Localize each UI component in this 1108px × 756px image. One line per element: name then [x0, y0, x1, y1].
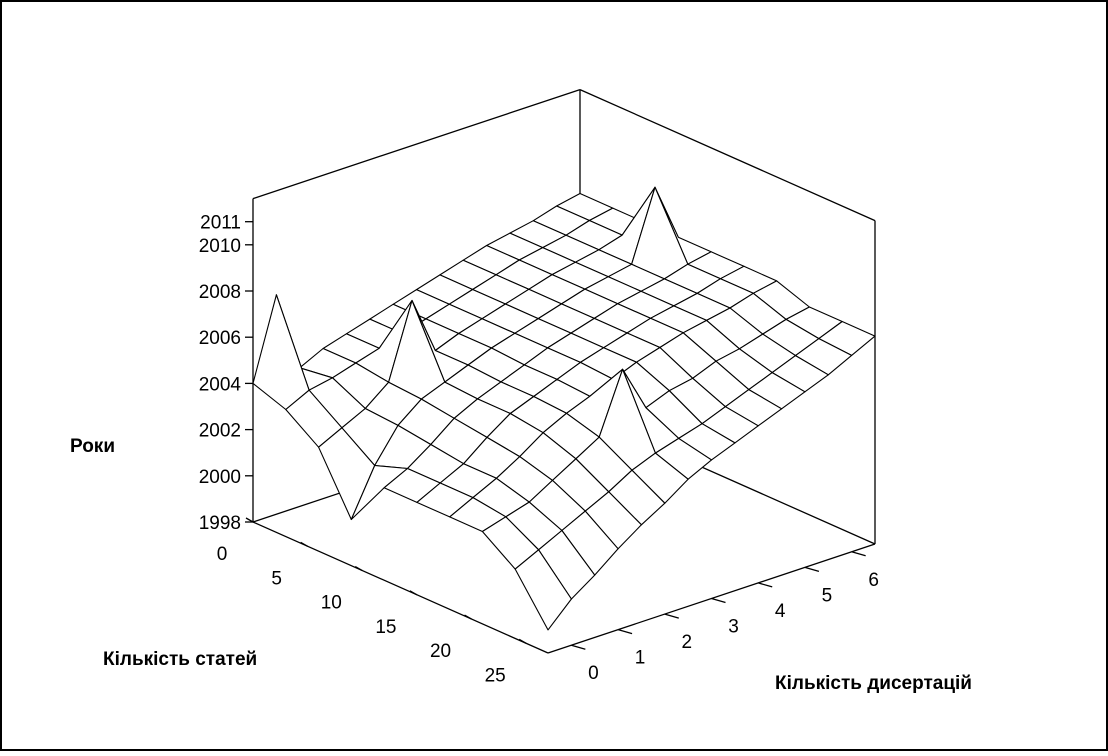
left-wall-top-edge: [252, 88, 581, 200]
x-tick-label: 15: [375, 617, 396, 638]
y-tick-label: 0: [588, 663, 599, 684]
x-tick-label: 20: [430, 641, 451, 662]
x-tick-label: 10: [321, 593, 342, 614]
y-tick: [617, 629, 633, 635]
z-tick-label: 2000: [199, 467, 241, 488]
y-tick: [711, 597, 726, 604]
y-tick: [758, 582, 773, 588]
y-tick-label: 4: [775, 601, 786, 622]
y-tick: [571, 644, 586, 650]
y-tick-label: 3: [728, 617, 739, 638]
z-tick-label: 2011: [200, 213, 241, 234]
z-tick-label: 2002: [199, 421, 241, 442]
x-axis-title: Кількість статей: [103, 649, 257, 670]
x-tick: [245, 517, 254, 523]
z-tick-label: 1998: [199, 513, 241, 534]
x-tick: [464, 614, 472, 620]
y-tick-label: 1: [635, 648, 646, 669]
x-tick: [409, 590, 418, 596]
y-tick: [851, 551, 866, 557]
x-tick: [300, 541, 308, 547]
z-tick-label: 2006: [199, 328, 241, 349]
y-tick: [804, 566, 820, 572]
y-axis-title: Кількість дисертацій: [775, 673, 972, 694]
right-wall-top-edge: [579, 89, 876, 222]
z-tick-label: 2004: [199, 374, 242, 395]
x-tick: [518, 638, 527, 644]
x-tick-label: 25: [485, 665, 506, 686]
z-tick-label: 2008: [199, 282, 241, 303]
z-axis-title: Роки: [70, 436, 115, 457]
y-tick-label: 6: [868, 570, 879, 591]
y-tick-label: 2: [681, 632, 692, 653]
surface-cell: [514, 549, 572, 631]
y-tick: [664, 613, 679, 619]
x-tick: [354, 565, 363, 572]
surface-mesh: [252, 186, 876, 631]
z-tick-label: 2010: [199, 236, 241, 257]
x-tick-label: 0: [217, 544, 228, 565]
y-tick-label: 5: [822, 585, 833, 606]
axis-ticks: 1998200020022004200620082010201105101520…: [199, 213, 879, 687]
x-tick-label: 5: [271, 568, 282, 589]
